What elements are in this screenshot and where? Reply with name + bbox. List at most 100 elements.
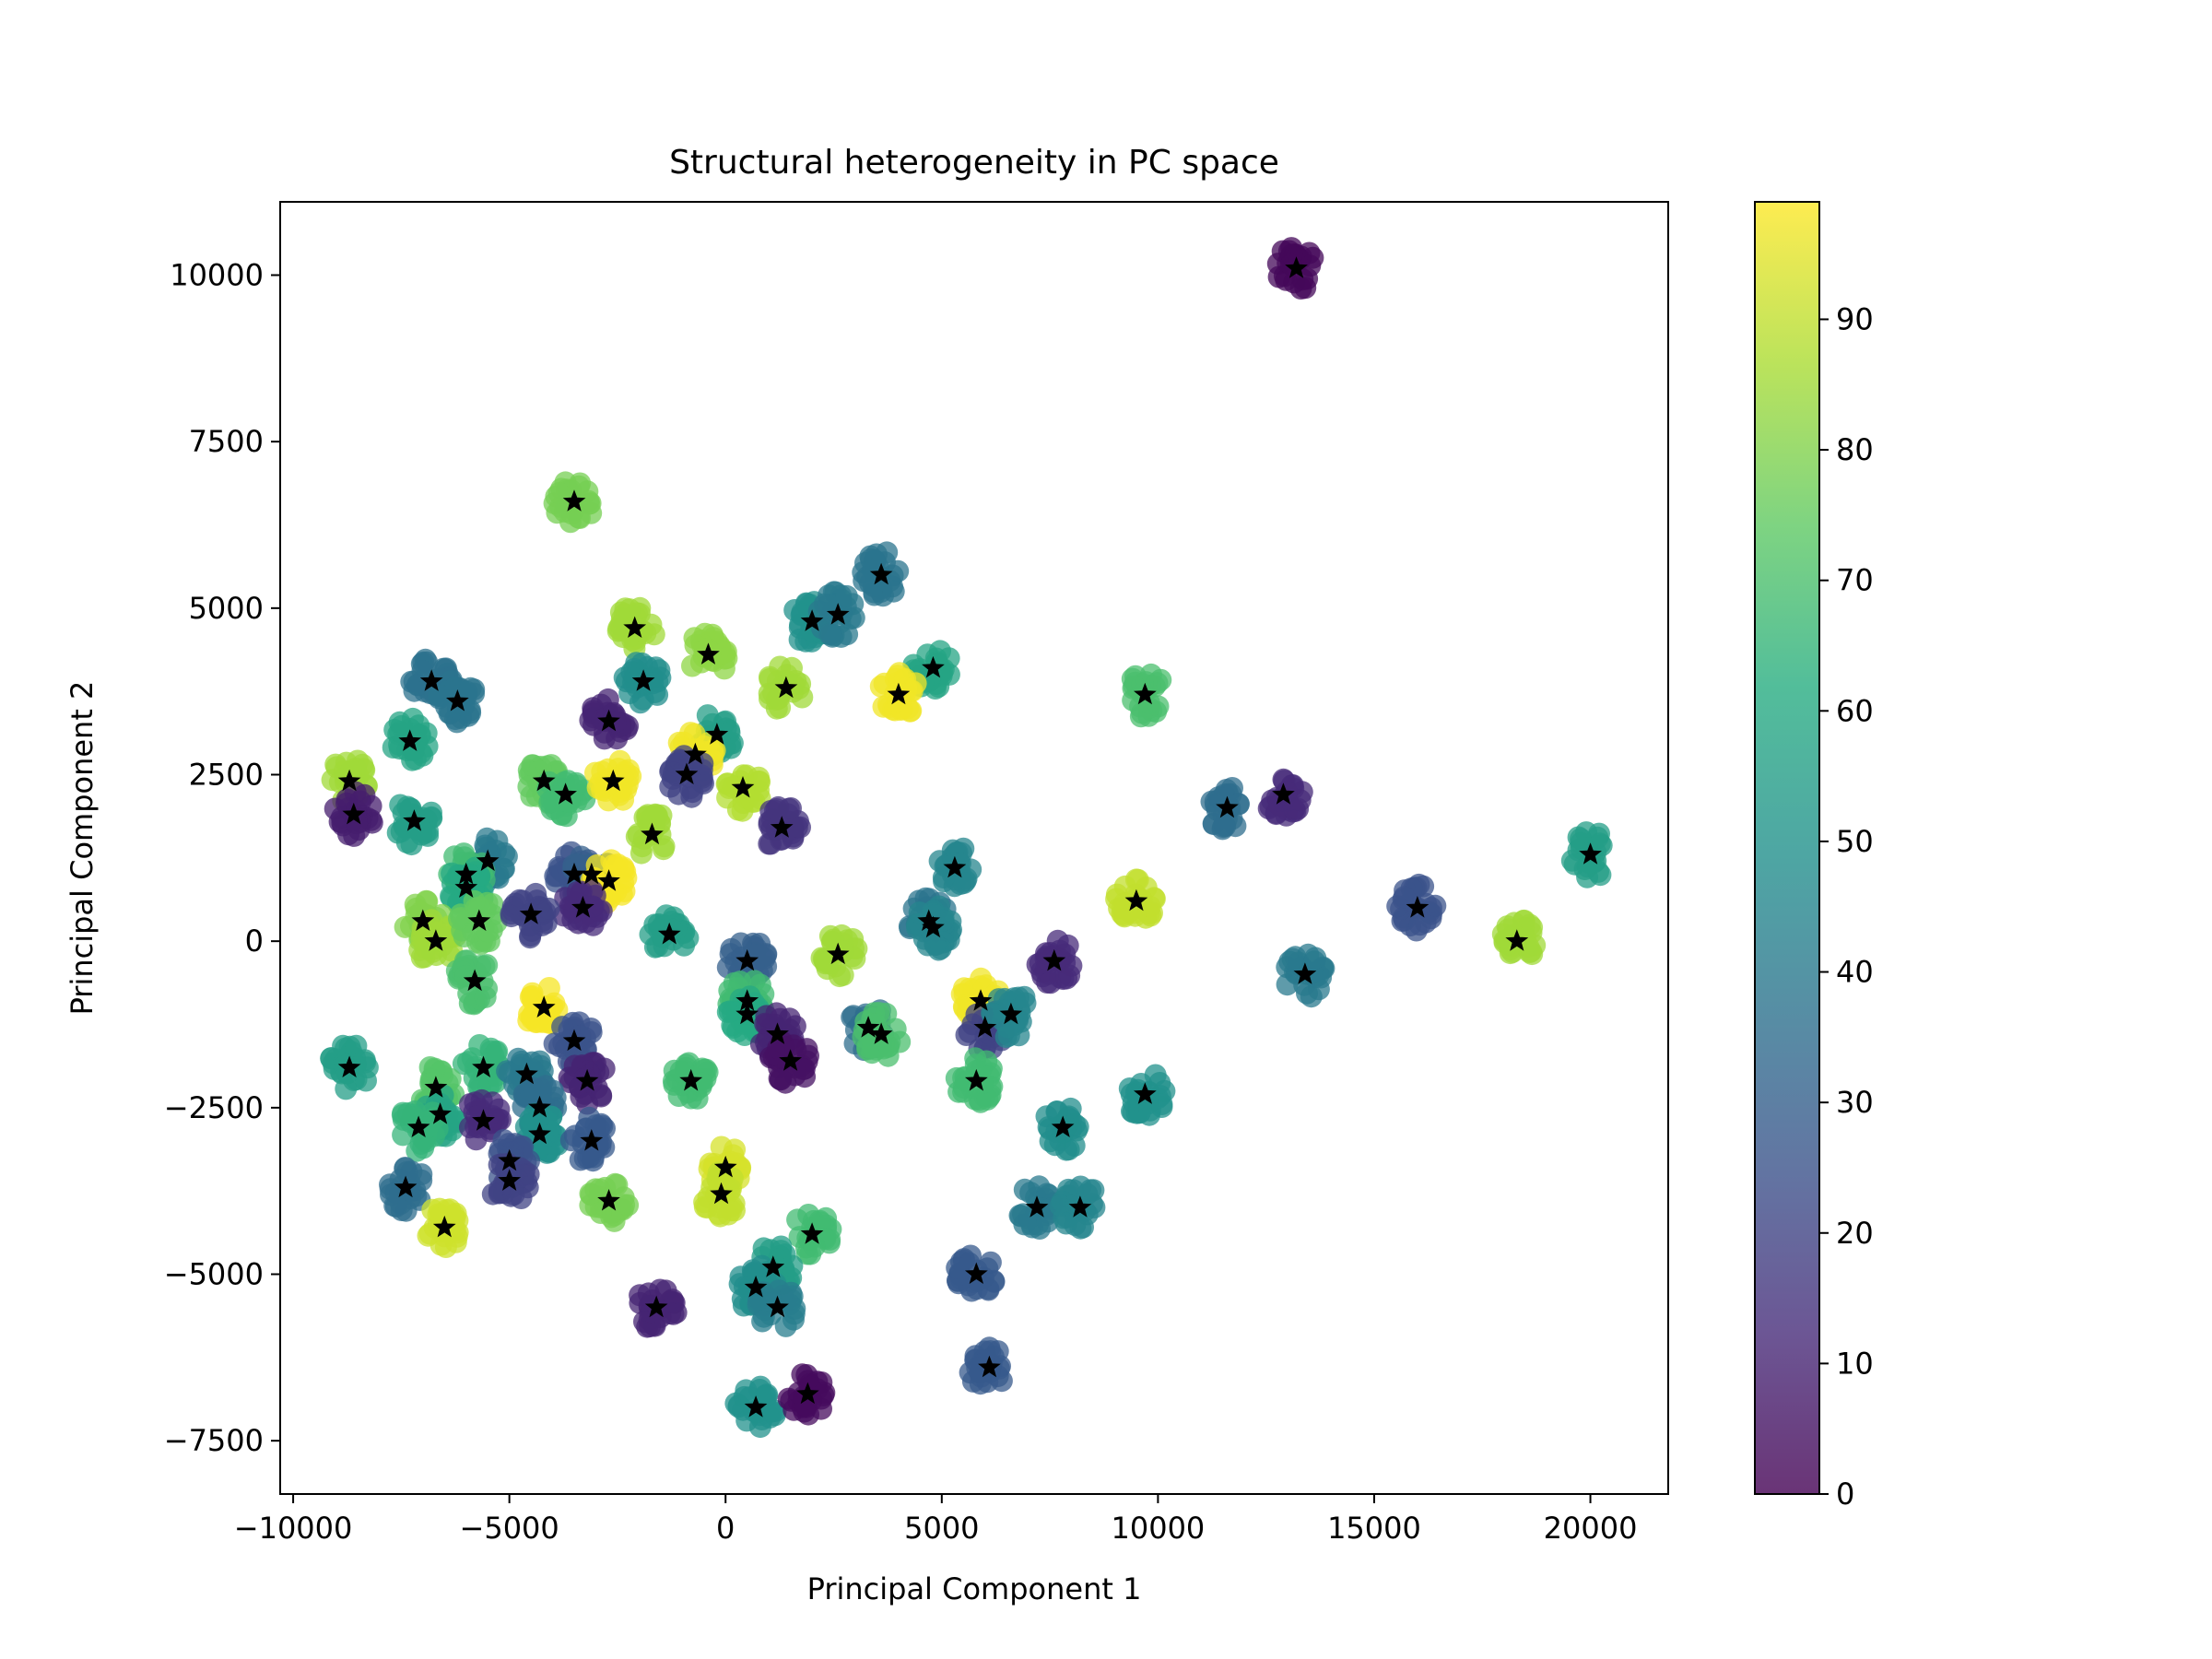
scatter-point [1058,964,1081,987]
scatter-point [618,598,641,621]
scatter-point [1227,793,1250,816]
cluster-centroid-markers [337,256,1602,1418]
cluster-point-group [724,1375,787,1439]
scatter-point [587,900,610,923]
scatter-point [324,797,347,820]
centroid-star-marker [943,855,967,878]
scatter-point [813,947,836,971]
cluster-point-group [852,1001,912,1067]
centroid-star-marker [597,709,620,732]
centroid-star-marker [1042,948,1066,971]
centroid-star-marker [631,669,655,691]
scatter-point [763,1404,786,1427]
centroid-star-marker [406,1115,430,1137]
colorbar-tick-label: 50 [1836,824,1874,859]
scatter-point [667,782,690,806]
scatter-point [1072,1216,1094,1239]
scatter-point [1045,1100,1068,1124]
chart-title: Structural heterogeneity in PC space [669,144,1279,182]
centroid-star-marker [562,862,586,885]
scatter-point [557,770,580,793]
scatter-point [616,773,639,796]
centroid-star-marker [419,669,443,691]
scatter-point [756,1383,779,1406]
colorbar-tick-label: 60 [1836,693,1874,728]
centroid-star-marker [528,1095,551,1118]
y-tick-label: 5000 [189,591,264,626]
scatter-point [1393,886,1416,909]
scatter-point [468,896,490,919]
scatter-point [627,823,650,845]
y-tick-label: 2500 [189,758,264,793]
scatter-point [448,907,470,930]
scatter-point [510,1187,533,1209]
scatter-point [1056,934,1079,957]
centroid-star-marker [532,995,556,1018]
scatter-point [789,816,811,839]
scatter-point [323,1057,346,1080]
scatter-point [395,1160,418,1183]
scatter-point [937,647,960,670]
centroid-star-marker [922,915,945,938]
scatter-point [615,866,638,889]
scatter-point [750,1254,773,1277]
scatter-point [404,893,427,916]
centroid-star-marker [446,689,469,712]
scatter-point [717,1203,740,1226]
scatter-point [952,1077,975,1099]
centroid-star-marker [532,769,556,792]
centroid-star-marker [472,1109,495,1131]
scatter-point [818,623,841,646]
scatter-point [521,982,544,1005]
centroid-star-marker [735,948,759,971]
x-tick-label: 0 [716,1511,735,1546]
centroid-star-marker [697,642,720,665]
centroid-star-marker [800,1222,824,1244]
scatter-point [1521,916,1544,939]
scatter-point [1518,941,1541,964]
scatter-point [1128,1101,1151,1124]
centroid-star-marker [1068,1195,1092,1218]
centroid-star-marker [623,616,647,638]
scatter-point [946,1256,969,1279]
centroid-star-marker [1025,1195,1049,1218]
scatter-point [1105,888,1128,911]
centroid-star-marker [467,909,491,931]
centroid-star-marker [973,1016,997,1038]
scatter-point [1153,1079,1176,1102]
centroid-star-marker [735,989,759,1011]
cluster-point-group [445,949,499,1016]
scatter-point [606,1173,629,1196]
scatter-point [392,1124,415,1147]
centroid-star-marker [826,603,850,625]
scatter-point [500,905,523,928]
scatter-point [544,865,567,888]
centroid-star-marker [675,762,699,784]
centroid-star-marker [597,1189,620,1211]
scatter-point [386,821,409,844]
scatter-point [886,665,909,688]
scatter-point [724,1392,747,1415]
scatter-point [593,1135,616,1159]
scatter-point [645,804,668,827]
colorbar [1755,202,1819,1494]
centroid-star-marker [429,1102,452,1124]
y-tick-label: −7500 [164,1423,264,1458]
scatter-point [406,674,429,697]
scatter-point [797,1204,820,1226]
centroid-star-marker [657,922,681,945]
centroid-star-marker [856,1016,880,1038]
centroid-star-marker [454,862,478,885]
scatter-point [696,704,719,727]
centroid-star-marker [1134,1082,1157,1104]
centroid-star-marker [575,1068,599,1091]
y-tick-label: 10000 [170,257,264,292]
colorbar-tick-label: 0 [1836,1477,1854,1512]
cluster-point-group [1118,1064,1176,1126]
centroid-star-marker [796,1382,819,1405]
centroid-star-marker [601,769,625,792]
scatter-point [538,1140,561,1163]
scatter-point [729,932,752,955]
scatter-point [580,501,603,524]
